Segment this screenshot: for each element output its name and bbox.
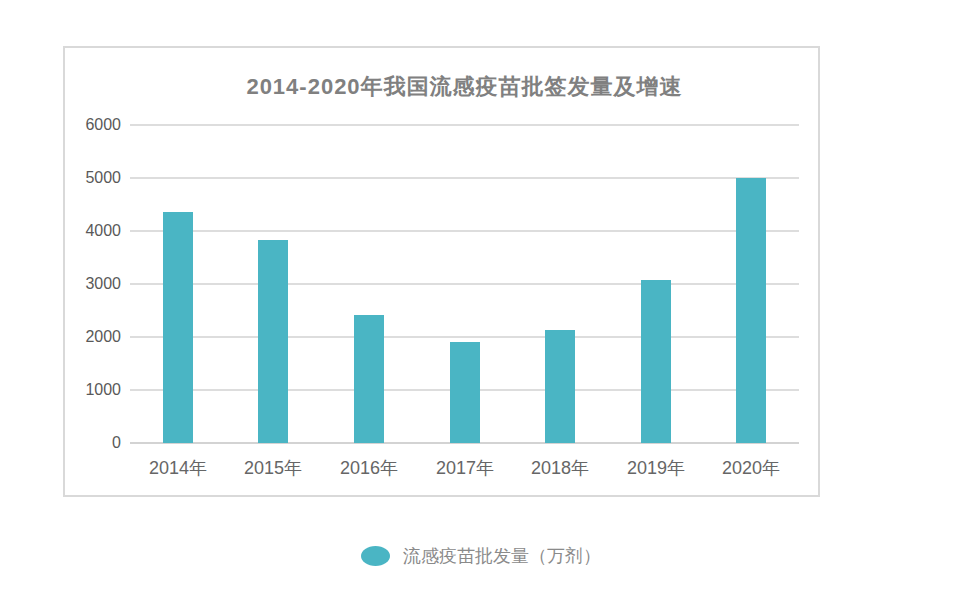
bar-2019年[interactable]	[641, 280, 671, 443]
legend-item[interactable]: 流感疫苗批发量（万剂）	[361, 544, 601, 568]
bar-2018年[interactable]	[545, 330, 575, 443]
y-axis-tick-label: 0	[40, 433, 121, 453]
gridline	[130, 336, 799, 338]
gridline	[130, 177, 799, 179]
legend-label: 流感疫苗批发量（万剂）	[403, 544, 601, 568]
x-axis-tick-label: 2018年	[512, 457, 608, 479]
y-axis-tick-label: 1000	[40, 380, 121, 400]
x-axis-tick-label: 2019年	[608, 457, 704, 479]
y-axis-tick-label: 5000	[40, 168, 121, 188]
bar-2017年[interactable]	[450, 342, 480, 443]
bar-2016年[interactable]	[354, 315, 384, 443]
gridline	[130, 283, 799, 285]
gridline	[130, 230, 799, 232]
gridline	[130, 124, 799, 126]
legend-marker-icon	[361, 546, 390, 566]
x-axis-tick-label: 2020年	[703, 457, 799, 479]
bar-2020年[interactable]	[736, 178, 766, 443]
y-axis-tick-label: 4000	[40, 221, 121, 241]
chart-canvas: 2014-2020年我国流感疫苗批签发量及增速 0 1000 2000 3000 400…	[0, 0, 960, 598]
x-axis-tick-label: 2016年	[321, 457, 417, 479]
x-axis-tick-label: 2017年	[417, 457, 513, 479]
y-axis-tick-label: 3000	[40, 274, 121, 294]
y-axis-tick-label: 2000	[40, 327, 121, 347]
x-axis-tick-label: 2014年	[130, 457, 226, 479]
chart-title: 2014-2020年我国流感疫苗批签发量及增速	[130, 72, 799, 102]
y-axis-tick-label: 6000	[40, 115, 121, 135]
bar-2015年[interactable]	[258, 240, 288, 443]
x-axis-tick-label: 2015年	[225, 457, 321, 479]
bar-2014年[interactable]	[163, 212, 193, 443]
